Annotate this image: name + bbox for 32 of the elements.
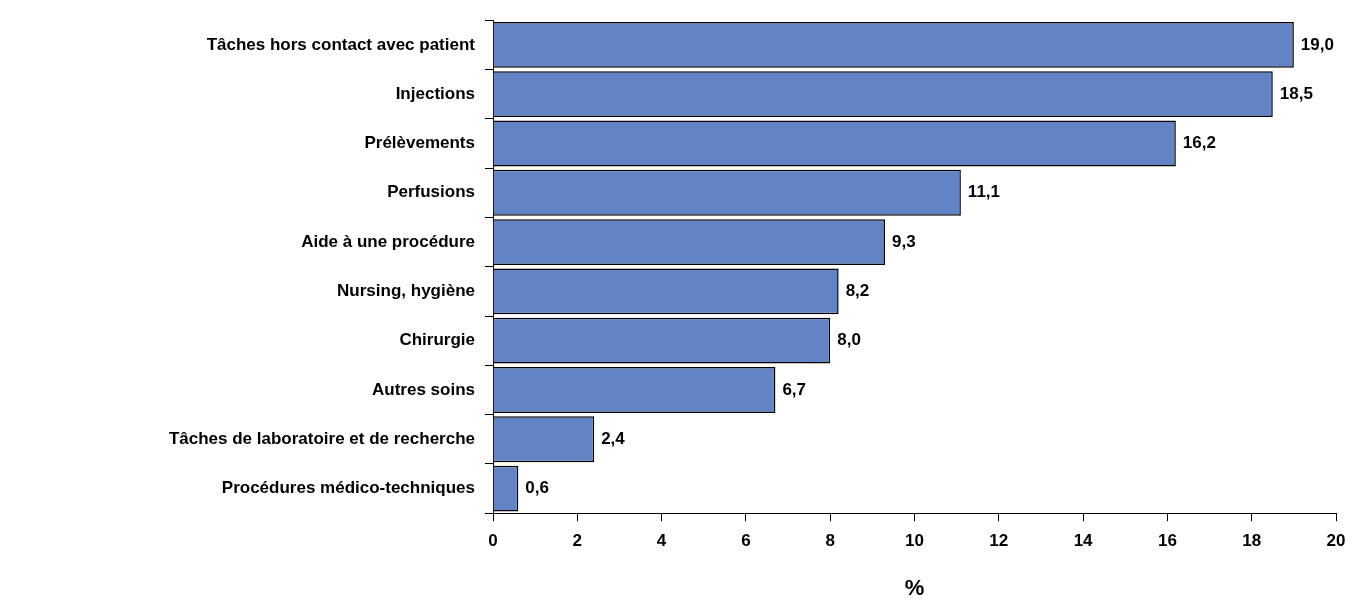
- data-label: 11,1: [967, 182, 1001, 202]
- data-label: 8,2: [845, 281, 870, 301]
- y-tick-label: Autres soins: [372, 379, 475, 399]
- x-tick-label: 14: [1073, 531, 1094, 551]
- x-tick-label: 2: [572, 531, 583, 551]
- x-tick-label: 10: [905, 531, 924, 551]
- data-label: 6,7: [782, 379, 807, 399]
- data-label: 9,3: [891, 231, 916, 251]
- x-tick-label: 4: [656, 531, 667, 551]
- data-label: 8,0: [837, 330, 861, 350]
- data-label: 16,2: [1182, 133, 1216, 153]
- y-tick-label: Procédures médico-techniques: [221, 478, 475, 498]
- x-axis-title: %: [904, 574, 925, 600]
- x-tick-label: 8: [825, 531, 835, 551]
- x-tick-label: 12: [989, 531, 1009, 551]
- y-tick-label: Chirurgie: [399, 330, 475, 350]
- y-tick-label: Tâches hors contact avec patient: [206, 34, 476, 54]
- data-label: 0,6: [525, 478, 549, 498]
- data-label: 19,0: [1300, 34, 1334, 54]
- y-tick-label: Prélèvements: [364, 133, 475, 153]
- x-tick-label: 0: [488, 531, 498, 551]
- data-label: 18,5: [1279, 83, 1313, 103]
- data-label: 2,4: [601, 428, 626, 448]
- y-tick-label: Aide à une procédure: [301, 231, 475, 251]
- x-tick-label: 20: [1326, 531, 1346, 551]
- x-tick-label: 6: [741, 531, 751, 551]
- y-tick-label: Injections: [395, 83, 475, 103]
- y-tick-label: Tâches de laboratoire et de recherche: [168, 428, 475, 448]
- y-tick-label: Perfusions: [387, 182, 475, 202]
- x-tick-label: 18: [1242, 531, 1262, 551]
- y-tick-label: Nursing, hygiène: [337, 281, 475, 301]
- x-tick-label: 16: [1157, 531, 1177, 551]
